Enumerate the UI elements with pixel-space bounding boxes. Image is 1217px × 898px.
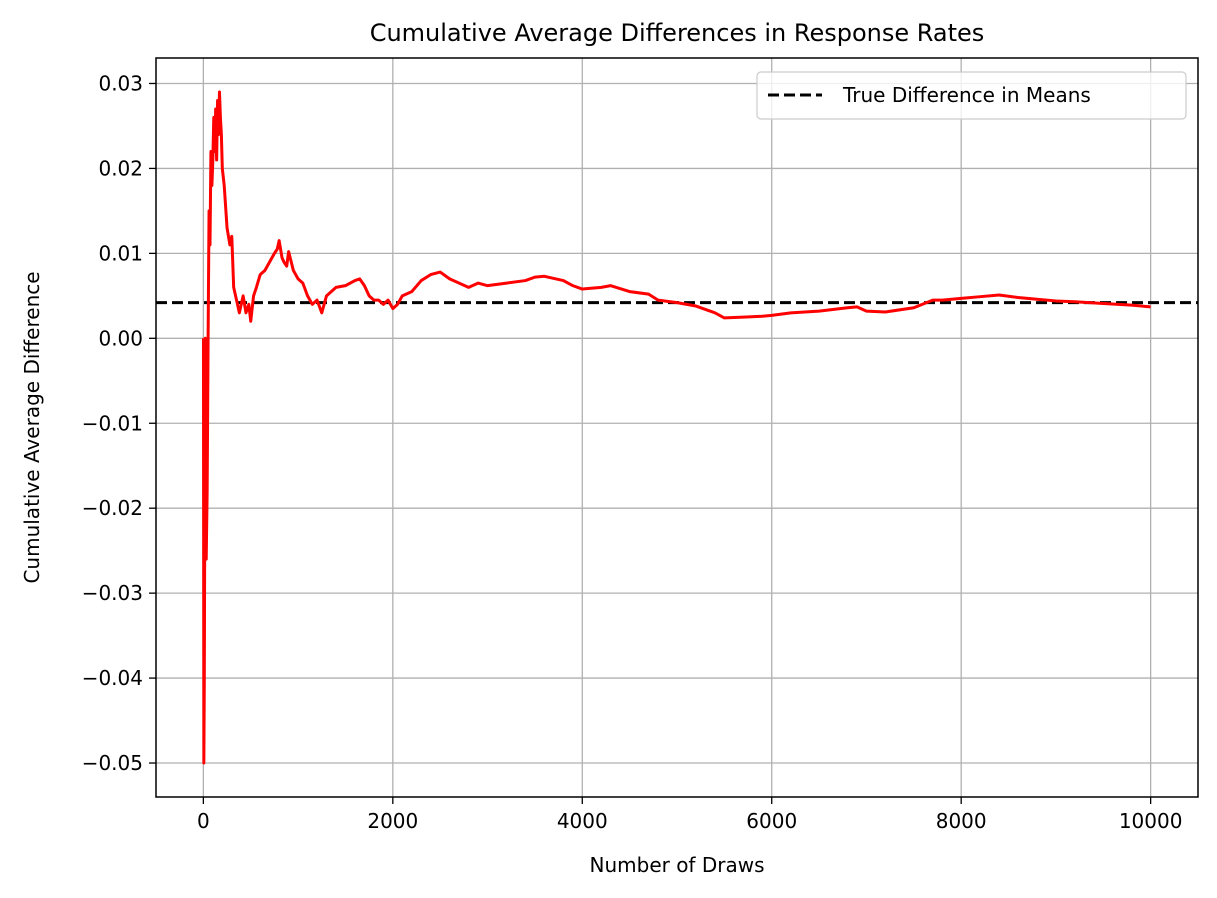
x-tick-label: 4000: [557, 809, 608, 833]
y-tick-label: −0.04: [82, 666, 143, 690]
y-tick-label: 0.02: [98, 156, 143, 180]
legend-label: True Difference in Means: [842, 83, 1091, 107]
y-axis-title: Cumulative Average Difference: [20, 271, 44, 583]
x-tick-label: 0: [197, 809, 210, 833]
x-tick-label: 6000: [746, 809, 797, 833]
x-tick-label: 8000: [936, 809, 987, 833]
y-tick-label: 0.01: [98, 241, 143, 265]
cumulative-average-series-line: [201, 90, 1151, 765]
plot-frame: [155, 57, 1199, 798]
legend: True Difference in Means: [756, 71, 1187, 120]
y-tick-label: 0.03: [98, 71, 143, 95]
y-tick-label: −0.03: [82, 581, 143, 605]
y-tick-label: 0.00: [98, 326, 143, 350]
y-tick-label: −0.05: [82, 751, 143, 775]
y-tick-label: −0.02: [82, 496, 143, 520]
x-tick-label: 10000: [1119, 809, 1183, 833]
y-tick-label: −0.01: [82, 411, 143, 435]
legend-box: [756, 71, 1187, 120]
series-layer: [201, 90, 1151, 765]
chart-title: Cumulative Average Differences in Respon…: [370, 19, 985, 47]
x-axis-title: Number of Draws: [590, 853, 765, 877]
x-tick-label: 2000: [367, 809, 418, 833]
grid-layer: [156, 58, 1198, 797]
tick-layer: 0 2000 4000 6000 8000 10000 −0.05 −0.04 −0.03 −0.…: [82, 71, 1183, 833]
